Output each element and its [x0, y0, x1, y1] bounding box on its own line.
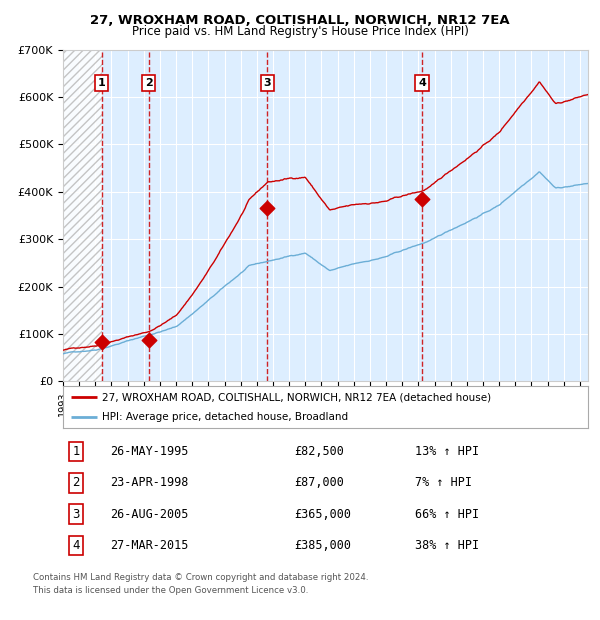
Text: This data is licensed under the Open Government Licence v3.0.: This data is licensed under the Open Gov… — [33, 586, 308, 595]
Text: 1: 1 — [98, 78, 106, 88]
Text: 2: 2 — [73, 476, 80, 489]
Point — [417, 194, 427, 204]
Text: 3: 3 — [263, 78, 271, 88]
Text: 4: 4 — [418, 78, 426, 88]
Text: 38% ↑ HPI: 38% ↑ HPI — [415, 539, 479, 552]
Text: £87,000: £87,000 — [294, 476, 344, 489]
Point — [263, 203, 272, 213]
Text: 3: 3 — [73, 508, 80, 521]
Text: £365,000: £365,000 — [294, 508, 351, 521]
Point — [97, 337, 107, 347]
Text: 7% ↑ HPI: 7% ↑ HPI — [415, 476, 472, 489]
Text: 2: 2 — [145, 78, 152, 88]
Text: 26-MAY-1995: 26-MAY-1995 — [110, 445, 188, 458]
Point — [144, 335, 154, 345]
Bar — [63, 50, 102, 381]
Text: 66% ↑ HPI: 66% ↑ HPI — [415, 508, 479, 521]
Text: £82,500: £82,500 — [294, 445, 344, 458]
Text: 26-AUG-2005: 26-AUG-2005 — [110, 508, 188, 521]
Text: Contains HM Land Registry data © Crown copyright and database right 2024.: Contains HM Land Registry data © Crown c… — [33, 574, 368, 583]
Text: HPI: Average price, detached house, Broadland: HPI: Average price, detached house, Broa… — [103, 412, 349, 422]
Text: 27-MAR-2015: 27-MAR-2015 — [110, 539, 188, 552]
Text: Price paid vs. HM Land Registry's House Price Index (HPI): Price paid vs. HM Land Registry's House … — [131, 25, 469, 38]
Text: 13% ↑ HPI: 13% ↑ HPI — [415, 445, 479, 458]
Text: 4: 4 — [73, 539, 80, 552]
Text: 23-APR-1998: 23-APR-1998 — [110, 476, 188, 489]
Text: 27, WROXHAM ROAD, COLTISHALL, NORWICH, NR12 7EA (detached house): 27, WROXHAM ROAD, COLTISHALL, NORWICH, N… — [103, 392, 491, 402]
Text: 1: 1 — [73, 445, 80, 458]
Text: 27, WROXHAM ROAD, COLTISHALL, NORWICH, NR12 7EA: 27, WROXHAM ROAD, COLTISHALL, NORWICH, N… — [90, 14, 510, 27]
Text: £385,000: £385,000 — [294, 539, 351, 552]
